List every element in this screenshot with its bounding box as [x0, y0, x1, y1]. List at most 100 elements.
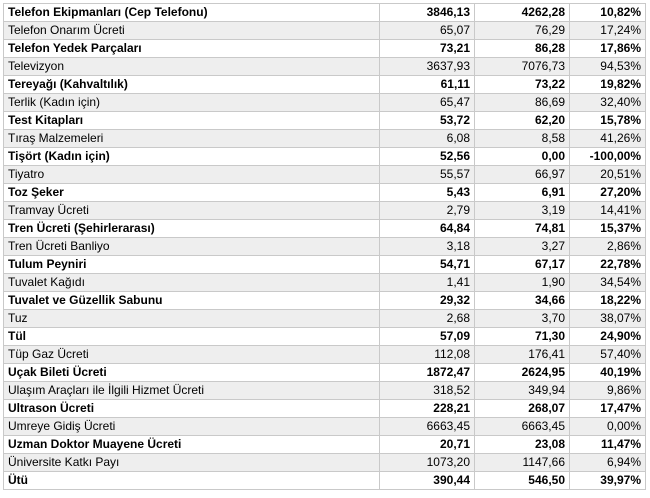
item-name-cell: Telefon Onarım Ücreti: [3, 21, 380, 40]
change-percent-cell: 0,00%: [569, 417, 646, 436]
price-value-2-cell: 23,08: [474, 435, 570, 454]
change-percent-cell: 57,40%: [569, 345, 646, 364]
table-row: Tren Ücreti (Şehirlerarası) 64,84 74,81 15,…: [3, 219, 646, 238]
price-value-2-cell: 546,50: [474, 471, 570, 490]
item-name-cell: Tiyatro: [3, 165, 380, 184]
item-name-cell: Üniversite Katkı Payı: [3, 453, 380, 472]
price-value-2-cell: 3,70: [474, 309, 570, 328]
price-value-2-cell: 6663,45: [474, 417, 570, 436]
table-row: Telefon Ekipmanları (Cep Telefonu) 3846,1…: [3, 3, 646, 22]
change-percent-cell: 10,82%: [569, 3, 646, 22]
price-value-2-cell: 0,00: [474, 147, 570, 166]
item-name-cell: Toz Şeker: [3, 183, 380, 202]
price-value-2-cell: 74,81: [474, 219, 570, 238]
price-value-2-cell: 268,07: [474, 399, 570, 418]
table-row: Tuvalet ve Güzellik Sabunu 29,32 34,66 18,2…: [3, 291, 646, 310]
item-name-cell: Telefon Ekipmanları (Cep Telefonu): [3, 3, 380, 22]
table-row: Tulum Peyniri 54,71 67,17 22,78%: [3, 255, 646, 274]
change-percent-cell: 17,24%: [569, 21, 646, 40]
item-name-cell: Tıraş Malzemeleri: [3, 129, 380, 148]
change-percent-cell: 17,47%: [569, 399, 646, 418]
price-value-1-cell: 6,08: [379, 129, 475, 148]
table-row: Tereyağı (Kahvaltılık) 61,11 73,22 19,82%: [3, 75, 646, 94]
table-row: Ultrason Ücreti 228,21 268,07 17,47%: [3, 399, 646, 418]
price-value-2-cell: 62,20: [474, 111, 570, 130]
table-row: Tül 57,09 71,30 24,90%: [3, 327, 646, 346]
change-percent-cell: 9,86%: [569, 381, 646, 400]
table-row: Ütü 390,44 546,50 39,97%: [3, 471, 646, 490]
price-value-2-cell: 3,27: [474, 237, 570, 256]
price-table-body: Telefon Ekipmanları (Cep Telefonu) 3846,1…: [3, 3, 646, 490]
item-name-cell: Telefon Yedek Parçaları: [3, 39, 380, 58]
change-percent-cell: 27,20%: [569, 183, 646, 202]
price-value-1-cell: 64,84: [379, 219, 475, 238]
price-value-1-cell: 228,21: [379, 399, 475, 418]
change-percent-cell: 14,41%: [569, 201, 646, 220]
table-row: Tuvalet Kağıdı 1,41 1,90 34,54%: [3, 273, 646, 292]
price-value-1-cell: 54,71: [379, 255, 475, 274]
item-name-cell: Tuvalet ve Güzellik Sabunu: [3, 291, 380, 310]
item-name-cell: Tereyağı (Kahvaltılık): [3, 75, 380, 94]
item-name-cell: Tüp Gaz Ücreti: [3, 345, 380, 364]
price-value-1-cell: 1073,20: [379, 453, 475, 472]
price-value-1-cell: 1872,47: [379, 363, 475, 382]
price-value-1-cell: 55,57: [379, 165, 475, 184]
table-row: Uzman Doktor Muayene Ücreti 20,71 23,08 11,…: [3, 435, 646, 454]
item-name-cell: Uçak Bileti Ücreti: [3, 363, 380, 382]
price-value-1-cell: 2,79: [379, 201, 475, 220]
table-row: Ulaşım Araçları ile İlgili Hizmet Ücreti…: [3, 381, 646, 400]
change-percent-cell: 20,51%: [569, 165, 646, 184]
price-value-2-cell: 73,22: [474, 75, 570, 94]
price-value-1-cell: 65,07: [379, 21, 475, 40]
item-name-cell: Uzman Doktor Muayene Ücreti: [3, 435, 380, 454]
price-value-1-cell: 2,68: [379, 309, 475, 328]
price-value-1-cell: 3637,93: [379, 57, 475, 76]
item-name-cell: Ulaşım Araçları ile İlgili Hizmet Ücreti: [3, 381, 380, 400]
price-value-2-cell: 176,41: [474, 345, 570, 364]
price-value-2-cell: 3,19: [474, 201, 570, 220]
change-percent-cell: 15,78%: [569, 111, 646, 130]
item-name-cell: Terlik (Kadın için): [3, 93, 380, 112]
price-value-2-cell: 66,97: [474, 165, 570, 184]
table-row: Tişört (Kadın için) 52,56 0,00 -100,00%: [3, 147, 646, 166]
change-percent-cell: 39,97%: [569, 471, 646, 490]
price-value-2-cell: 71,30: [474, 327, 570, 346]
price-value-2-cell: 349,94: [474, 381, 570, 400]
table-row: Televizyon 3637,93 7076,73 94,53%: [3, 57, 646, 76]
price-value-1-cell: 6663,45: [379, 417, 475, 436]
table-row: Toz Şeker 5,43 6,91 27,20%: [3, 183, 646, 202]
price-value-1-cell: 112,08: [379, 345, 475, 364]
item-name-cell: Tramvay Ücreti: [3, 201, 380, 220]
table-row: Tıraş Malzemeleri 6,08 8,58 41,26%: [3, 129, 646, 148]
price-value-1-cell: 3846,13: [379, 3, 475, 22]
price-value-1-cell: 61,11: [379, 75, 475, 94]
item-name-cell: Tulum Peyniri: [3, 255, 380, 274]
table-row: Tramvay Ücreti 2,79 3,19 14,41%: [3, 201, 646, 220]
price-value-2-cell: 8,58: [474, 129, 570, 148]
price-value-2-cell: 6,91: [474, 183, 570, 202]
table-row: Tüp Gaz Ücreti 112,08 176,41 57,40%: [3, 345, 646, 364]
price-value-1-cell: 29,32: [379, 291, 475, 310]
price-value-1-cell: 52,56: [379, 147, 475, 166]
change-percent-cell: 17,86%: [569, 39, 646, 58]
item-name-cell: Tuvalet Kağıdı: [3, 273, 380, 292]
table-row: Tiyatro 55,57 66,97 20,51%: [3, 165, 646, 184]
item-name-cell: Ultrason Ücreti: [3, 399, 380, 418]
item-name-cell: Tren Ücreti (Şehirlerarası): [3, 219, 380, 238]
change-percent-cell: 32,40%: [569, 93, 646, 112]
price-value-1-cell: 5,43: [379, 183, 475, 202]
price-value-1-cell: 57,09: [379, 327, 475, 346]
change-percent-cell: 94,53%: [569, 57, 646, 76]
item-name-cell: Tren Ücreti Banliyo: [3, 237, 380, 256]
price-value-2-cell: 67,17: [474, 255, 570, 274]
change-percent-cell: 34,54%: [569, 273, 646, 292]
change-percent-cell: -100,00%: [569, 147, 646, 166]
table-row: Uçak Bileti Ücreti 1872,47 2624,95 40,19%: [3, 363, 646, 382]
price-value-2-cell: 34,66: [474, 291, 570, 310]
change-percent-cell: 11,47%: [569, 435, 646, 454]
price-value-2-cell: 1,90: [474, 273, 570, 292]
price-value-2-cell: 86,28: [474, 39, 570, 58]
price-value-2-cell: 2624,95: [474, 363, 570, 382]
price-value-1-cell: 3,18: [379, 237, 475, 256]
price-value-1-cell: 65,47: [379, 93, 475, 112]
